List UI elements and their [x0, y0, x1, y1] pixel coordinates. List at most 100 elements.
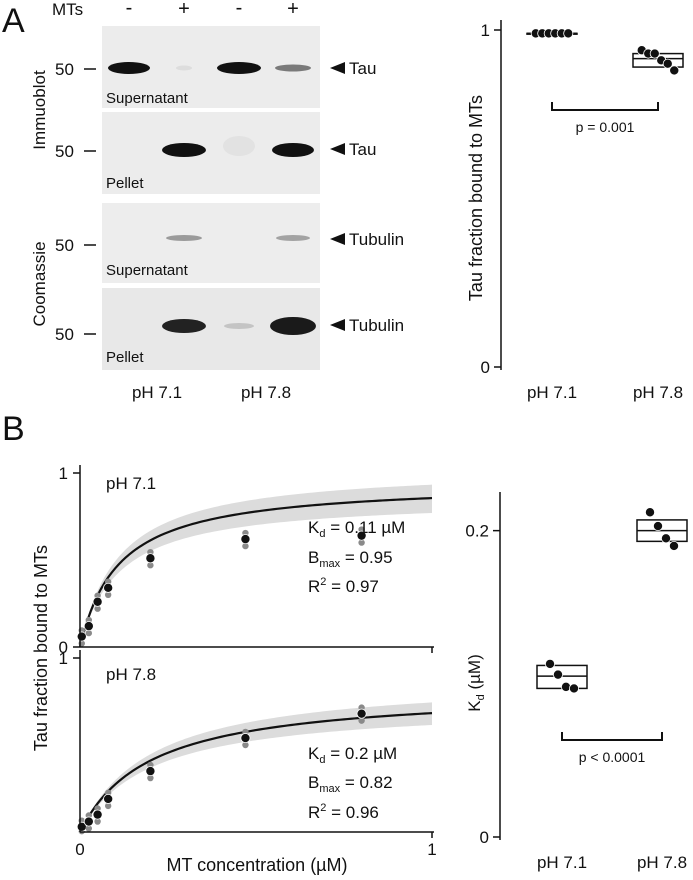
y-tick-label: 0: [480, 828, 489, 847]
svg-text:Tubulin: Tubulin: [349, 230, 404, 249]
data-point: [357, 709, 366, 718]
ph-label-78: pH 7.8: [241, 383, 291, 402]
data-point: [104, 794, 113, 803]
lane-mark-2: +: [178, 0, 190, 20]
fit-bmax-ph71: Bmax = 0.95: [308, 548, 393, 570]
data-point: [93, 597, 102, 606]
data-point: [561, 682, 570, 691]
fit-r2-ph78: R2 = 0.96: [308, 802, 379, 822]
data-point: [670, 66, 679, 75]
svg-text:50: 50: [55, 325, 74, 344]
band: [224, 323, 254, 329]
fit-kd-ph71: Kd = 0.11 µM: [308, 518, 405, 540]
x-category-label: pH 7.1: [537, 853, 587, 872]
y-axis-label: Tau fraction bound to MTs: [466, 95, 486, 301]
data-point: [93, 810, 102, 819]
data-point: [146, 767, 155, 776]
y-tick-label: 1: [59, 649, 68, 668]
p-value-label: p = 0.001: [576, 119, 635, 135]
lane-mark-1: -: [126, 0, 133, 19]
data-point: [564, 29, 573, 38]
band: [275, 65, 311, 72]
marker-50-4: 50: [55, 325, 96, 344]
data-point: [104, 583, 113, 592]
x-category-label: pH 7.8: [637, 853, 687, 872]
band: [270, 317, 316, 335]
band: [276, 235, 310, 241]
confidence-band: [80, 702, 432, 832]
x-category-label: pH 7.8: [633, 383, 683, 402]
lane-mark-3: -: [236, 0, 243, 19]
x-category-label: pH 7.1: [527, 383, 577, 402]
blot-tubulin-pellet: Pellet: [102, 288, 320, 370]
data-point: [241, 733, 250, 742]
data-point: [241, 535, 250, 544]
immunoblot-label: Immuoblot: [30, 70, 49, 150]
blot-tau-supernatant: Supernatant: [102, 26, 320, 108]
svg-text:50: 50: [55, 236, 74, 255]
significance-bracket: [562, 732, 662, 740]
data-point: [569, 684, 578, 693]
target-label-1: Tau: [330, 59, 376, 78]
marker-50-2: 50: [55, 142, 96, 161]
band: [272, 143, 314, 157]
kd-ylabel: Kd (µM): [465, 654, 487, 711]
target-label-3: Tubulin: [330, 230, 404, 249]
box-plot-kd: 0 0.2 pH 7.1 pH 7.8 p < 0.0001: [465, 492, 687, 872]
data-point: [661, 534, 670, 543]
y-tick-label: 0: [481, 358, 490, 377]
blot-sample-label: Pellet: [106, 349, 144, 366]
data-point: [84, 622, 93, 631]
data-point: [645, 508, 654, 517]
marker-50-3: 50: [55, 236, 96, 255]
band: [166, 235, 202, 241]
p-value-label: p < 0.0001: [579, 749, 646, 765]
svg-text:Tau: Tau: [349, 59, 376, 78]
coomassie-label: Coomassie: [30, 241, 49, 326]
svg-text:50: 50: [55, 60, 74, 79]
curve-title-ph71: pH 7.1: [106, 474, 156, 493]
mts-label: MTs: [52, 0, 83, 19]
blot-sample-label: Supernatant: [106, 262, 189, 279]
svg-text:Tubulin: Tubulin: [349, 316, 404, 335]
box-plot-tau-fraction: 0 1 pH 7.1 pH 7.8 p = 0.001 Tau fraction boun…: [466, 20, 683, 402]
panel-b-ylabel: Tau fraction bound to MTs: [31, 545, 51, 751]
target-label-4: Tubulin: [330, 316, 404, 335]
band: [162, 143, 206, 157]
band: [223, 136, 255, 156]
band: [176, 66, 192, 71]
data-point: [146, 554, 155, 563]
x-tick-label: 0: [75, 840, 84, 859]
target-label-2: Tau: [330, 140, 376, 159]
band: [162, 319, 206, 333]
y-tick-label: 0.2: [465, 522, 489, 541]
marker-50-1: 50: [55, 60, 96, 79]
blot-tau-pellet: Pellet: [102, 112, 320, 194]
panel-b-letter: B: [2, 410, 25, 448]
blot-tubulin-supernatant: Supernatant: [102, 203, 320, 283]
panel-a-letter: A: [2, 2, 25, 40]
data-point: [653, 521, 662, 530]
band: [108, 62, 150, 74]
fit-kd-ph78: Kd = 0.2 µM: [308, 744, 397, 766]
blot-sample-label: Pellet: [106, 175, 144, 192]
panel-b-xlabel: MT concentration (µM): [166, 855, 347, 875]
fit-bmax-ph78: Bmax = 0.82: [308, 773, 393, 795]
y-tick-label: 1: [481, 21, 490, 40]
lane-mark-4: +: [287, 0, 299, 20]
blot-sample-label: Supernatant: [106, 90, 189, 107]
fit-r2-ph71: R2 = 0.97: [308, 576, 379, 596]
data-point: [545, 659, 554, 668]
curve-title-ph78: pH 7.8: [106, 665, 156, 684]
ph-label-71: pH 7.1: [132, 383, 182, 402]
x-tick-label: 1: [427, 840, 436, 859]
significance-bracket: [552, 102, 658, 110]
band: [217, 62, 261, 74]
data-point: [669, 541, 678, 550]
data-point: [84, 817, 93, 826]
y-tick-label: 1: [59, 464, 68, 483]
svg-text:50: 50: [55, 142, 74, 161]
data-point: [553, 670, 562, 679]
data-point: [77, 632, 86, 641]
